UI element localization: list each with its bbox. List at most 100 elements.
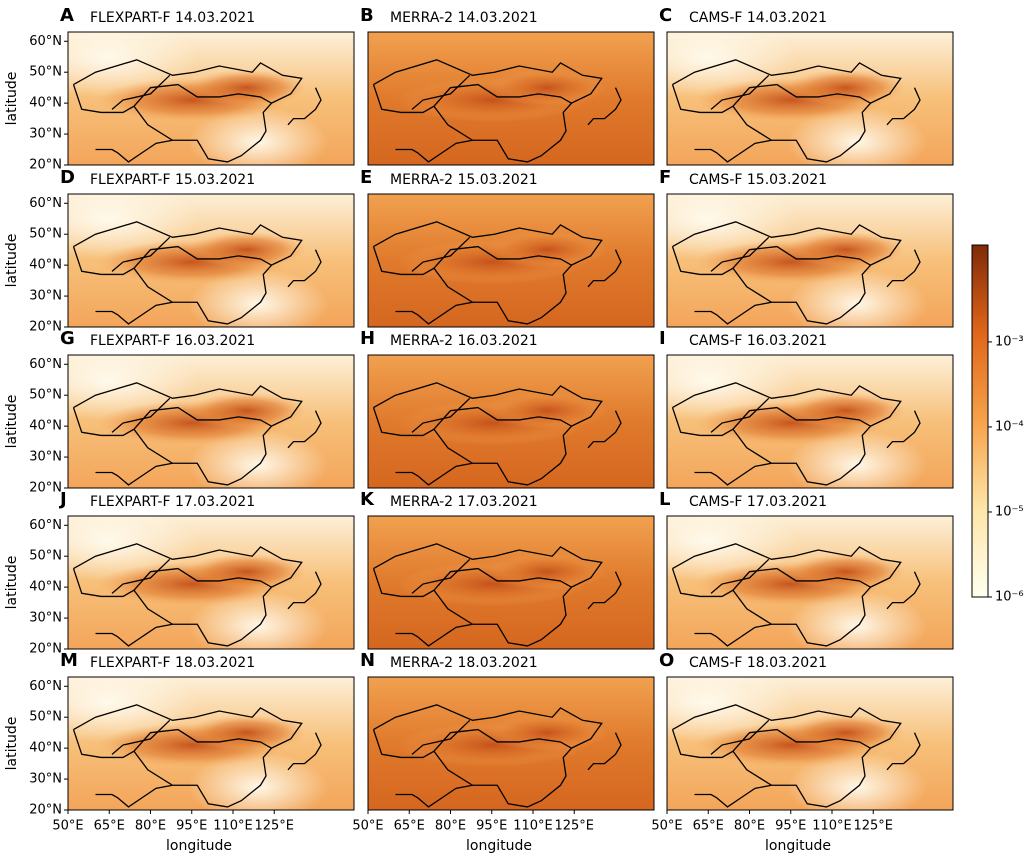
x-tick-label: 95°E — [476, 819, 507, 834]
panel-frame — [666, 515, 954, 650]
y-tick-label: 20°N — [29, 320, 62, 335]
x-tick-label: 110°E — [213, 819, 253, 834]
border — [732, 425, 871, 486]
dust-plume — [186, 714, 307, 751]
y-tick-label: 20°N — [29, 481, 62, 496]
panel-frame — [666, 354, 954, 489]
map-field — [368, 355, 654, 488]
x-tick-label: 80°E — [734, 819, 765, 834]
panel-frame — [367, 193, 655, 328]
map-field — [667, 194, 953, 327]
y-tick-label: 50°N — [29, 710, 62, 725]
y-tick-label: 30°N — [29, 611, 62, 626]
clean-air — [188, 752, 328, 810]
border — [886, 410, 921, 449]
map-panel: H MERRA-2 16.03.2021 — [360, 328, 655, 489]
panel-title: MERRA-2 18.03.2021 — [390, 655, 538, 671]
panel-letter: O — [659, 650, 674, 671]
panel-title: MERRA-2 16.03.2021 — [390, 333, 538, 349]
x-tick-label: 125°E — [853, 819, 893, 834]
clean-air — [188, 269, 328, 327]
map-field — [68, 677, 354, 810]
x-tick-label: 80°E — [435, 819, 466, 834]
dust-plume — [186, 69, 307, 106]
panel-title: MERRA-2 14.03.2021 — [390, 10, 538, 26]
panel-letter: H — [360, 328, 375, 349]
border — [133, 264, 272, 325]
y-tick-label: 60°N — [29, 679, 62, 694]
map-panel: N MERRA-2 18.03.2021 50°E 65°E 80°E 95°E 110°E… — [352, 650, 655, 854]
map-field — [667, 677, 953, 810]
border — [95, 784, 173, 808]
dust-plume — [486, 231, 607, 268]
dust-plume — [186, 231, 307, 268]
panel-frame — [367, 31, 655, 166]
map-field — [68, 194, 354, 327]
y-tick-label: 40°N — [29, 96, 62, 111]
border — [587, 410, 622, 449]
x-tick-label: 110°E — [812, 819, 852, 834]
y-tick-label: 20°N — [29, 158, 62, 173]
border — [710, 236, 770, 272]
border — [133, 747, 272, 808]
panel-letter: K — [360, 489, 375, 510]
panel-title: CAMS-F 15.03.2021 — [689, 172, 827, 188]
border — [287, 87, 322, 126]
y-tick-label: 40°N — [29, 419, 62, 434]
y-tick-label: 50°N — [29, 65, 62, 80]
x-tick-label: 125°E — [254, 819, 294, 834]
x-tick-label: 65°E — [693, 819, 724, 834]
y-axis-label: latitude — [4, 234, 20, 288]
panel-letter: F — [659, 167, 671, 188]
y-tick-label: 60°N — [29, 357, 62, 372]
panel-title: FLEXPART-F 18.03.2021 — [90, 655, 255, 671]
map-panel: I CAMS-F 16.03.2021 — [659, 328, 954, 489]
y-tick-label: 30°N — [29, 772, 62, 787]
panel-title: MERRA-2 15.03.2021 — [390, 172, 538, 188]
border — [886, 571, 921, 610]
border — [411, 719, 471, 755]
panel-title: CAMS-F 17.03.2021 — [689, 494, 827, 510]
panel-frame — [367, 354, 655, 489]
panel-title: CAMS-F 14.03.2021 — [689, 10, 827, 26]
map-panel: G FLEXPART-F 16.03.2021 20°N 30°N 40°N 50°N 60… — [4, 328, 355, 496]
x-tick-label: 50°E — [352, 819, 383, 834]
dust-plume — [486, 69, 607, 106]
border — [433, 425, 572, 486]
map-panel: L CAMS-F 17.03.2021 — [659, 489, 954, 650]
x-tick-label: 110°E — [513, 819, 553, 834]
panel-title: MERRA-2 17.03.2021 — [390, 494, 538, 510]
panel-frame — [666, 31, 954, 166]
dust-plume — [785, 553, 906, 590]
border — [111, 397, 171, 433]
y-axis-label: latitude — [4, 556, 20, 610]
map-panel: E MERRA-2 15.03.2021 — [360, 167, 655, 328]
panel-title: CAMS-F 18.03.2021 — [689, 655, 827, 671]
map-field — [368, 516, 654, 649]
border — [732, 264, 871, 325]
border — [587, 732, 622, 771]
colorbar-tick-label: 10⁻⁴ — [995, 419, 1024, 434]
map-panel: F CAMS-F 15.03.2021 — [659, 167, 954, 328]
y-tick-label: 40°N — [29, 741, 62, 756]
colorbar-tick-label: 10⁻⁶ — [995, 590, 1024, 605]
panel-title: CAMS-F 16.03.2021 — [689, 333, 827, 349]
clean-air — [787, 591, 927, 649]
dust-plume — [785, 714, 906, 751]
border — [433, 264, 572, 325]
border — [732, 102, 871, 163]
clean-air — [787, 269, 927, 327]
clean-air — [787, 752, 927, 810]
border — [111, 74, 171, 110]
x-tick-label: 95°E — [176, 819, 207, 834]
border — [587, 87, 622, 126]
panel-letter: D — [60, 167, 75, 188]
panel-letter: I — [659, 328, 666, 349]
border — [694, 139, 772, 163]
border — [694, 784, 772, 808]
x-tick-label: 125°E — [554, 819, 594, 834]
y-tick-label: 20°N — [29, 803, 62, 818]
y-tick-label: 50°N — [29, 388, 62, 403]
map-panel: A FLEXPART-F 14.03.2021 20°N 30°N 40°N 50°N 60… — [4, 5, 355, 173]
